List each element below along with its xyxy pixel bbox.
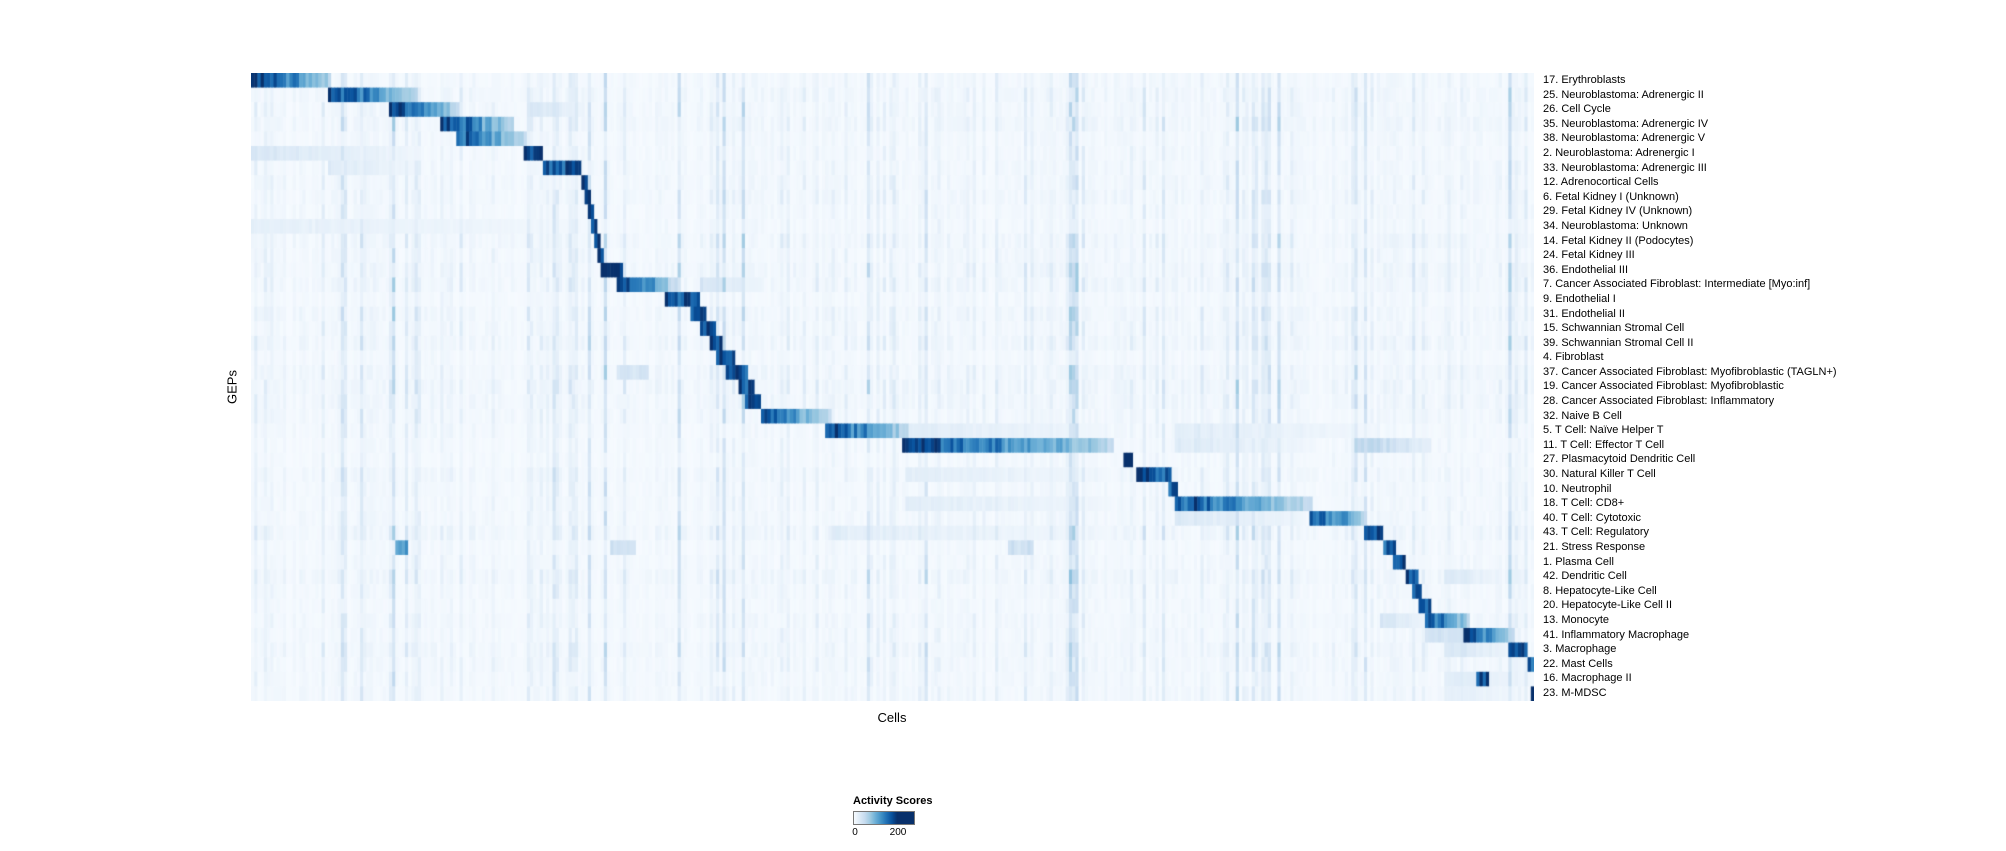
- row-label: 32. Naive B Cell: [1543, 409, 1622, 422]
- row-label: 12. Adrenocortical Cells: [1543, 176, 1659, 189]
- row-label: 26. Cell Cycle: [1543, 103, 1611, 116]
- legend-tick-min: 0: [852, 827, 858, 838]
- row-label: 25. Neuroblastoma: Adrenergic II: [1543, 88, 1704, 101]
- row-label: 8. Hepatocyte-Like Cell: [1543, 584, 1657, 597]
- row-label: 41. Inflammatory Macrophage: [1543, 628, 1690, 641]
- row-label: 15. Schwannian Stromal Cell: [1543, 322, 1685, 335]
- row-label: 30. Natural Killer T Cell: [1543, 468, 1656, 481]
- row-label: 29. Fetal Kidney IV (Unknown): [1543, 205, 1693, 218]
- row-label: 16. Macrophage II: [1543, 672, 1632, 685]
- row-label: 43. T Cell: Regulatory: [1543, 526, 1649, 539]
- row-label: 20. Hepatocyte-Like Cell II: [1543, 599, 1673, 612]
- row-label: 1. Plasma Cell: [1543, 555, 1614, 568]
- row-label: 7. Cancer Associated Fibroblast: Interme…: [1543, 278, 1811, 291]
- row-label: 21. Stress Response: [1543, 541, 1646, 553]
- row-label: 33. Neuroblastoma: Adrenergic III: [1543, 161, 1707, 174]
- heatmap-canvas: [251, 73, 1534, 701]
- row-label: 40. T Cell: Cytotoxic: [1543, 511, 1642, 524]
- row-label: 37. Cancer Associated Fibroblast: Myofib…: [1543, 365, 1837, 378]
- row-label: 18. T Cell: CD8+: [1543, 497, 1625, 510]
- row-label: 39. Schwannian Stromal Cell II: [1543, 336, 1694, 349]
- row-label: 28. Cancer Associated Fibroblast: Inflam…: [1543, 395, 1775, 408]
- row-label: 2. Neuroblastoma: Adrenergic I: [1543, 146, 1695, 159]
- row-label: 9. Endothelial I: [1543, 292, 1616, 305]
- row-label: 35. Neuroblastoma: Adrenergic IV: [1543, 117, 1709, 130]
- row-label: 17. Erythroblasts: [1543, 74, 1626, 86]
- row-label: 3. Macrophage: [1543, 643, 1617, 656]
- row-label: 11. T Cell: Effector T Cell: [1543, 438, 1665, 451]
- x-axis-label: Cells: [877, 710, 907, 725]
- legend-title: Activity Scores: [853, 795, 933, 807]
- row-label: 5. T Cell: Naïve Helper T: [1543, 424, 1664, 437]
- row-label: 42. Dendritic Cell: [1543, 570, 1627, 583]
- row-label: 24. Fetal Kidney III: [1543, 249, 1635, 262]
- legend-ticks: 0 200: [852, 825, 915, 839]
- row-label: 34. Neuroblastoma: Unknown: [1543, 219, 1688, 232]
- row-label: 10. Neutrophil: [1543, 482, 1612, 495]
- row-label: 23. M-MDSC: [1543, 686, 1607, 699]
- legend-tick-max: 200: [889, 827, 907, 838]
- row-label: 22. Mast Cells: [1543, 657, 1613, 670]
- legend: Activity Scores 0 200: [852, 795, 973, 839]
- row-label: 19. Cancer Associated Fibroblast: Myofib…: [1543, 380, 1784, 393]
- row-label: 31. Endothelial II: [1543, 307, 1625, 320]
- row-label: 4. Fibroblast: [1543, 351, 1604, 364]
- row-label: 27. Plasmacytoid Dendritic Cell: [1543, 453, 1696, 466]
- legend-colorbar: [853, 811, 915, 825]
- y-axis-label: GEPs: [224, 370, 240, 404]
- row-label: 38. Neuroblastoma: Adrenergic V: [1543, 132, 1706, 145]
- row-label: 36. Endothelial III: [1543, 263, 1629, 276]
- row-labels: 17. Erythroblasts 25. Neuroblastoma: Adre…: [1543, 73, 1837, 701]
- row-label: 6. Fetal Kidney I (Unknown): [1543, 190, 1679, 203]
- row-label: 14. Fetal Kidney II (Podocytes): [1543, 234, 1694, 247]
- row-label: 13. Monocyte: [1543, 613, 1610, 626]
